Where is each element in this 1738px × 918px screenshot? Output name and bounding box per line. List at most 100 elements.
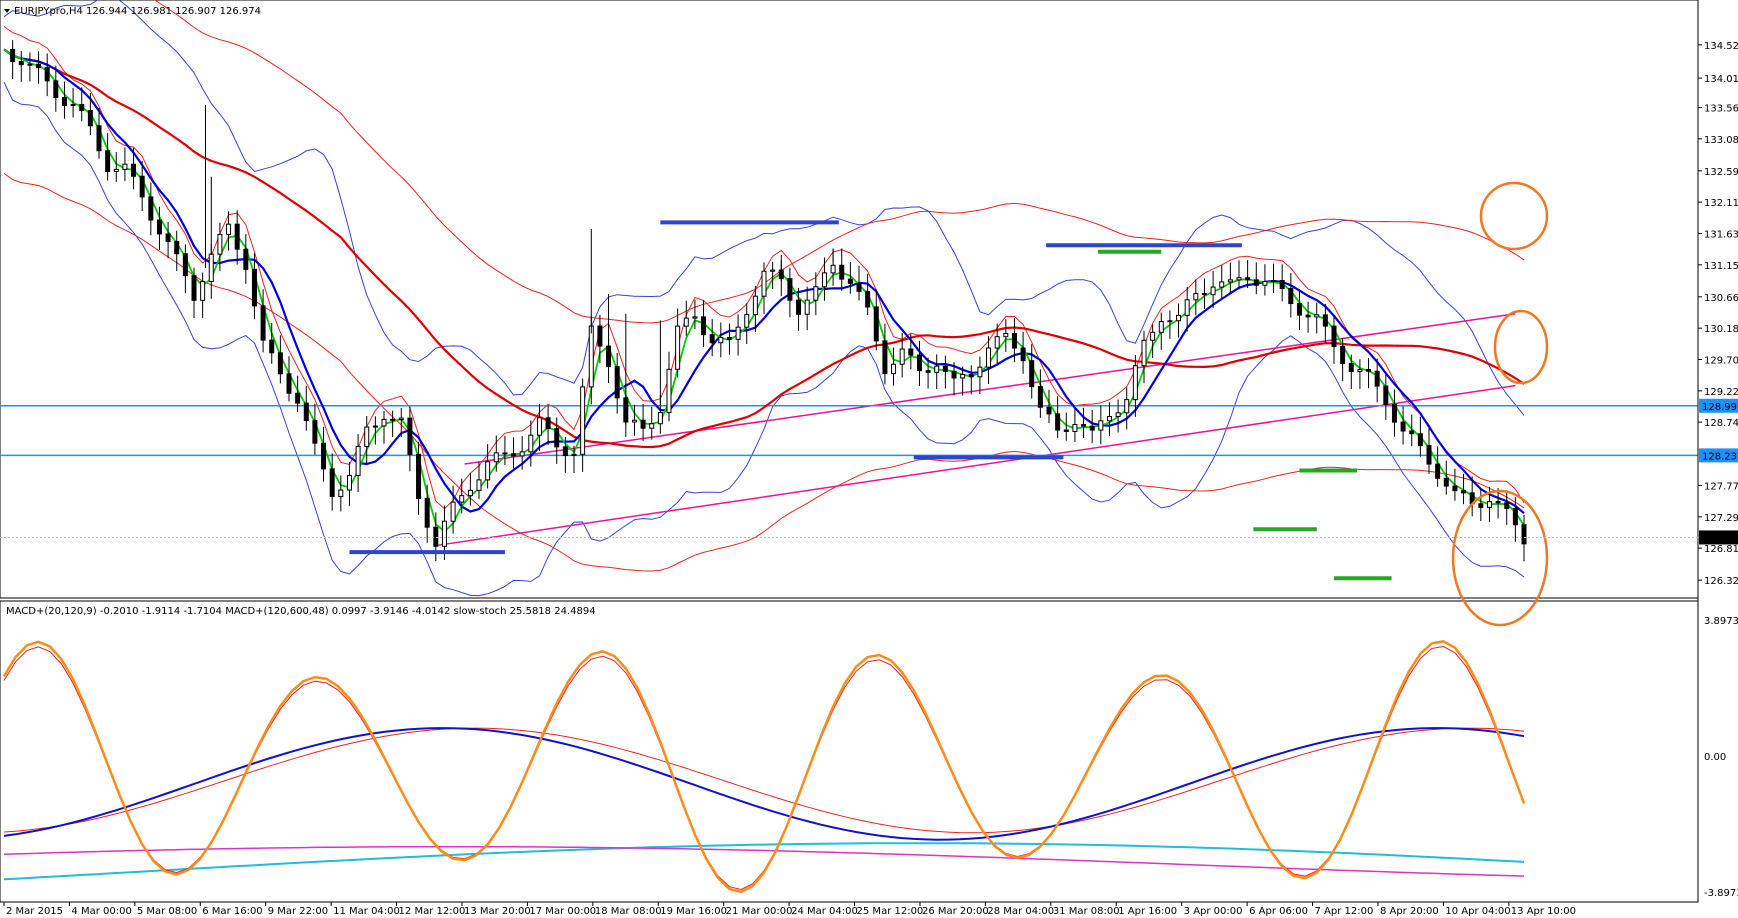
indicator-header: MACD+(20,120,9) -0.2010 -1.9114 -1.7104 … <box>6 606 596 617</box>
candle-body <box>1512 507 1518 526</box>
candle-body <box>321 442 327 470</box>
candle-body <box>18 61 24 66</box>
price-tick-label: 131.150 <box>1704 261 1738 272</box>
candle-body <box>675 325 681 370</box>
candle-body <box>286 373 292 394</box>
time-tick-label: 2 Mar 2015 <box>6 906 63 917</box>
candle-body <box>182 253 188 277</box>
candle-body <box>925 370 931 373</box>
price-tick-label: 126.320 <box>1704 576 1738 587</box>
candle-body <box>934 365 940 373</box>
candle-body <box>450 501 456 522</box>
candle-body <box>502 452 508 455</box>
candle-body <box>96 125 102 152</box>
candle-body <box>1046 406 1052 415</box>
price-tick-label: 131.630 <box>1704 229 1738 240</box>
candle-body <box>986 347 992 368</box>
candle-body <box>1184 299 1190 316</box>
candle-body <box>649 423 655 429</box>
candle-body <box>640 419 646 429</box>
indicator-panel <box>0 600 1699 903</box>
candle-body <box>208 253 214 282</box>
candle-body <box>1158 321 1164 333</box>
price-tick-label: 132.110 <box>1704 198 1738 209</box>
candle-body <box>79 104 85 112</box>
candle-body <box>631 419 637 423</box>
candle-body <box>1081 424 1087 427</box>
candle-body <box>614 366 620 399</box>
candle-body <box>657 411 663 425</box>
candle-body <box>977 366 983 378</box>
candle-body <box>796 299 802 315</box>
candle-body <box>1193 293 1199 301</box>
candle-body <box>597 325 603 347</box>
candle-body <box>44 67 50 82</box>
candle-body <box>692 316 698 319</box>
candle-body <box>1227 279 1233 283</box>
sub-tick-label: -3.8973 <box>1704 888 1738 899</box>
candle-body <box>1314 314 1320 318</box>
candle-body <box>960 374 966 379</box>
macd-line <box>3 727 1525 841</box>
lower-trendline <box>435 384 1516 547</box>
price-tick-label: 127.770 <box>1704 481 1738 492</box>
time-tick-label: 1 Apr 16:00 <box>1118 906 1177 917</box>
slow-ma <box>3 48 1525 449</box>
candle-body <box>312 420 318 444</box>
candle-body <box>1391 403 1397 423</box>
candle-body <box>942 365 948 372</box>
candle-body <box>381 418 387 427</box>
highlight-circle <box>1451 489 1549 627</box>
price-tick-label: 133.080 <box>1704 135 1738 146</box>
candle-body <box>139 175 145 198</box>
macd-slow-line <box>3 845 1525 877</box>
time-tick-label: 7 Apr 12:00 <box>1315 906 1374 917</box>
candle-body <box>1020 347 1026 362</box>
candle-body <box>1443 477 1449 487</box>
candle-body <box>1063 429 1069 432</box>
time-tick-label: 24 Mar 04:00 <box>791 906 858 917</box>
candle-body <box>407 417 413 455</box>
candle-body <box>1288 287 1294 305</box>
candle-body <box>839 264 845 280</box>
candle-body <box>536 417 542 436</box>
price-tick-label: 127.290 <box>1704 513 1738 524</box>
candle-body <box>1089 425 1095 431</box>
candle-body <box>1374 370 1380 387</box>
candle-body <box>217 233 223 255</box>
upper-trendline <box>464 313 1516 465</box>
price-tick-label: 130.660 <box>1704 293 1738 304</box>
candle-body <box>994 336 1000 349</box>
candle-body <box>770 269 776 272</box>
candle-body <box>1029 360 1035 388</box>
candle-body <box>200 280 206 301</box>
time-tick-label: 21 Mar 00:00 <box>726 906 793 917</box>
candle-body <box>1383 385 1389 405</box>
main-panel <box>0 0 1699 599</box>
candle-body <box>511 453 517 457</box>
collapse-triangle-icon[interactable] <box>4 9 10 13</box>
candle-body <box>1521 524 1527 545</box>
candle-body <box>683 317 689 327</box>
time-tick-label: 26 Mar 20:00 <box>922 906 989 917</box>
candle-body <box>234 223 240 250</box>
price-tick-label: 126.810 <box>1704 544 1738 555</box>
candle-body <box>416 453 422 499</box>
candle-body <box>441 520 447 547</box>
time-tick-label: 6 Mar 16:00 <box>202 906 262 917</box>
time-tick-label: 11 Mar 04:00 <box>333 906 400 917</box>
stoch-line <box>2 639 1526 894</box>
candle-body <box>1322 314 1328 327</box>
candle-body <box>1115 412 1121 417</box>
candle-body <box>1003 332 1009 338</box>
candle-body <box>226 223 232 235</box>
candle-body <box>735 326 741 340</box>
price-tick-label: 129.700 <box>1704 355 1738 366</box>
candle-body <box>467 489 473 497</box>
indicator-lines <box>2 639 1526 894</box>
candle-body <box>433 526 439 547</box>
candle-body <box>277 352 283 375</box>
candlesticks <box>10 40 1527 562</box>
